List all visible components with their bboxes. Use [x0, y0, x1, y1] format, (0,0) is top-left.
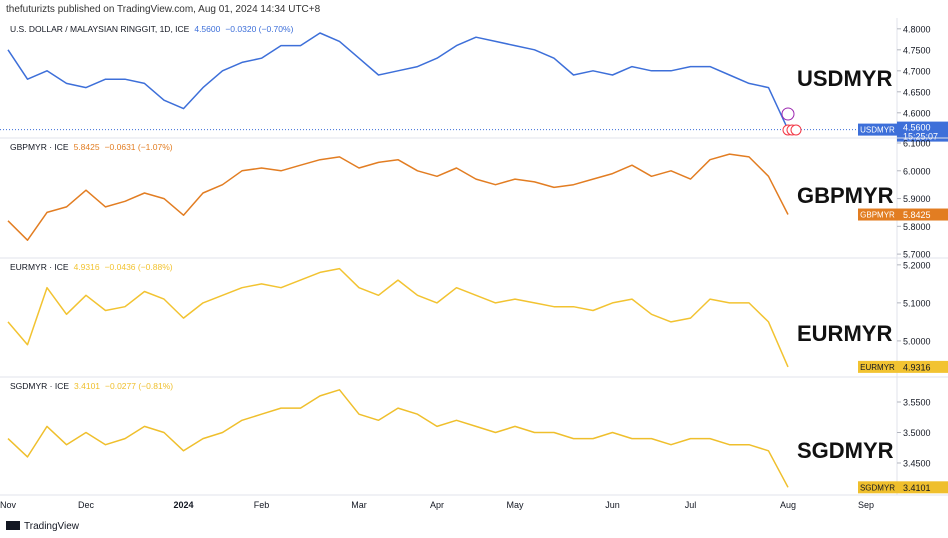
x-tick-label: Apr — [430, 500, 444, 510]
legend-price: 4.9316 — [74, 262, 100, 272]
price-line — [7, 32, 789, 130]
y-tick-label: 3.5500 — [903, 398, 931, 408]
symbol-tag-label: GBPMYR — [860, 211, 895, 220]
logo — [6, 521, 20, 530]
price-tag — [897, 121, 948, 142]
legend: U.S. DOLLAR / MALAYSIAN RINGGIT, 1D, ICE… — [10, 24, 294, 34]
y-tick-label: 4.6500 — [903, 87, 931, 97]
legend-price: 5.8425 — [74, 142, 100, 152]
symbol-label: SGDMYR — [797, 438, 894, 463]
symbol-tag-label: EURMYR — [860, 363, 895, 372]
y-tick-label: 5.1000 — [903, 298, 931, 308]
y-tick-label: 5.9000 — [903, 194, 931, 204]
price-tag-label: 3.4101 — [903, 483, 931, 493]
x-tick-label: Jun — [605, 500, 620, 510]
x-tick-label: Mar — [351, 500, 367, 510]
y-tick-label: 6.1000 — [903, 139, 931, 149]
event-icon — [790, 124, 802, 136]
y-tick-label: 4.7500 — [903, 45, 931, 55]
price-tag-label: 5.8425 — [903, 210, 931, 220]
legend-title: EURMYR · ICE — [10, 262, 69, 272]
legend-title: U.S. DOLLAR / MALAYSIAN RINGGIT, 1D, ICE — [10, 24, 190, 34]
y-tick-label: 5.7000 — [903, 250, 931, 260]
symbol-label: EURMYR — [797, 321, 892, 346]
price-line — [7, 389, 789, 488]
y-tick-label: 4.7000 — [903, 66, 931, 76]
price-tag-label: 4.9316 — [903, 362, 931, 372]
symbol-tag — [858, 123, 897, 136]
y-tick-label: 5.0000 — [903, 336, 931, 346]
x-tick-label: Aug — [780, 500, 796, 510]
price-tag — [897, 360, 948, 373]
y-tick-label: 5.8000 — [903, 222, 931, 232]
footer: TradingView — [24, 521, 80, 532]
x-tick-label: May — [506, 500, 524, 510]
legend: GBPMYR · ICE 5.8425 −0.0631 (−1.07%) — [10, 142, 173, 152]
y-tick-label: 6.0000 — [903, 166, 931, 176]
x-tick-label: Feb — [254, 500, 270, 510]
y-tick-label: 4.8000 — [903, 24, 931, 34]
price-line — [7, 267, 789, 368]
countdown-label: 15:25:07 — [903, 132, 938, 142]
legend-price: 3.4101 — [74, 381, 100, 391]
y-tick-label: 5.2000 — [903, 260, 931, 270]
x-tick-label: 2024 — [173, 500, 193, 510]
y-tick-label: 3.4500 — [903, 458, 931, 468]
legend: SGDMYR · ICE 3.4101 −0.0277 (−0.81%) — [10, 381, 173, 391]
header: thefuturizts published on TradingView.co… — [6, 4, 321, 15]
x-tick-label: Dec — [78, 500, 95, 510]
price-tag-label: 4.5600 — [903, 123, 931, 133]
x-tick-label: Jul — [685, 500, 697, 510]
symbol-tag — [858, 481, 897, 494]
legend-change: −0.0631 (−1.07%) — [105, 142, 173, 152]
price-line — [7, 153, 789, 241]
symbol-tag — [858, 360, 897, 373]
legend-change: −0.0320 (−0.70%) — [225, 24, 293, 34]
legend-price: 4.5600 — [194, 24, 220, 34]
y-tick-label: 3.5000 — [903, 428, 931, 438]
legend-title: SGDMYR · ICE — [10, 381, 69, 391]
x-tick-label: Sep — [858, 500, 874, 510]
x-tick-label: Nov — [0, 500, 16, 510]
symbol-tag-label: SGDMYR — [860, 483, 895, 492]
symbol-label: USDMYR — [797, 66, 892, 91]
legend: EURMYR · ICE 4.9316 −0.0436 (−0.88%) — [10, 262, 173, 272]
legend-change: −0.0277 (−0.81%) — [105, 381, 173, 391]
symbol-label: GBPMYR — [797, 183, 894, 208]
symbol-tag-label: USDMYR — [860, 126, 895, 135]
price-tag — [897, 208, 948, 221]
alert-icon — [781, 107, 795, 121]
price-tag — [897, 481, 948, 494]
legend-change: −0.0436 (−0.88%) — [105, 262, 173, 272]
symbol-tag — [858, 208, 897, 221]
logo-icon — [6, 521, 20, 530]
y-tick-label: 4.6000 — [903, 108, 931, 118]
legend-title: GBPMYR · ICE — [10, 142, 69, 152]
